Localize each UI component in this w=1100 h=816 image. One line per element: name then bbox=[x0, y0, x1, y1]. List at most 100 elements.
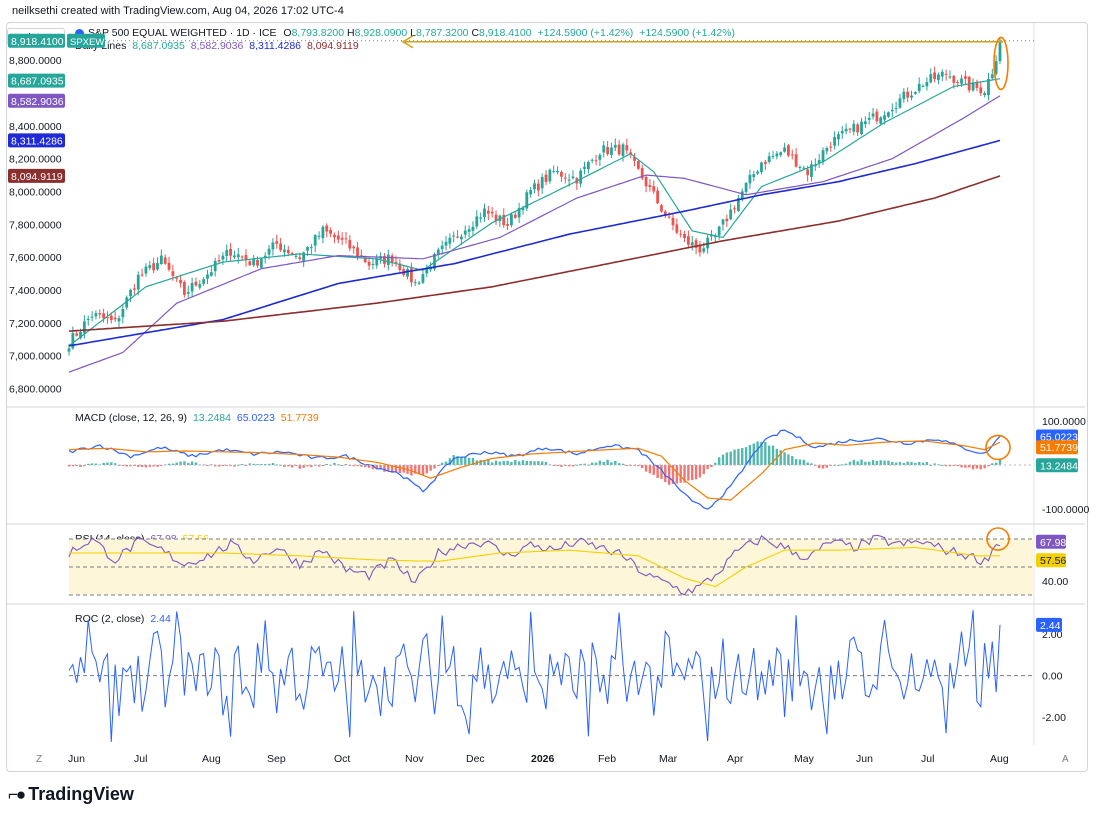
candle-body bbox=[894, 107, 898, 109]
candle-body bbox=[994, 61, 998, 74]
symbol-tag: SPXEW bbox=[70, 37, 104, 48]
roc-axis-tag-bg bbox=[1036, 617, 1062, 632]
sma100-tag-bg bbox=[8, 133, 65, 148]
macd-histogram-bar bbox=[810, 463, 813, 465]
rsi-line bbox=[68, 534, 1001, 596]
candle-body bbox=[390, 255, 394, 263]
macd-histogram-bar bbox=[610, 462, 613, 465]
candle-body bbox=[490, 211, 494, 214]
zoom-toggle[interactable]: Z bbox=[36, 754, 43, 765]
candle-body bbox=[948, 76, 952, 78]
ema-fast-tag-bg bbox=[8, 73, 65, 88]
macd-histogram-bar bbox=[337, 464, 340, 466]
macd-histogram-bar bbox=[533, 461, 536, 465]
macd-histogram-bar bbox=[998, 458, 1002, 465]
candle-body bbox=[783, 147, 786, 152]
macd-histogram-bar bbox=[971, 465, 975, 470]
macd-histogram-bar bbox=[887, 460, 890, 465]
macd-histogram-bar bbox=[698, 465, 702, 478]
candle-body bbox=[486, 210, 490, 214]
macd-histogram-bar bbox=[852, 459, 856, 465]
price-tick-label: 8,200.0000 bbox=[9, 154, 62, 166]
candle-body bbox=[983, 93, 987, 96]
ema-fast-line bbox=[68, 78, 1001, 347]
candle-body bbox=[775, 153, 779, 157]
candle-body bbox=[106, 317, 109, 319]
candle-body bbox=[979, 87, 983, 94]
macd-histogram-bar bbox=[737, 448, 740, 465]
roc-title[interactable]: ROC (2, close) bbox=[75, 613, 145, 625]
ma-legend-ema: 8,687.0935 bbox=[132, 40, 185, 52]
macd-histogram-bar bbox=[483, 460, 486, 465]
macd-histogram-bar bbox=[529, 460, 532, 465]
price-tick-label: 6,800.0000 bbox=[9, 384, 62, 396]
candle-body bbox=[506, 224, 509, 226]
candle-body bbox=[902, 91, 906, 100]
candle-body bbox=[990, 74, 994, 79]
candle-body bbox=[852, 123, 856, 132]
candle-body bbox=[717, 226, 721, 236]
candle-body bbox=[798, 166, 802, 168]
macd-tick-label: 100.0000 bbox=[1042, 416, 1086, 428]
candle-body bbox=[944, 73, 948, 75]
candle-body bbox=[452, 235, 456, 237]
candle-body bbox=[567, 179, 571, 181]
candle-body bbox=[167, 262, 171, 270]
macd-histogram-bar bbox=[764, 441, 767, 465]
macd-histogram-bar bbox=[421, 465, 425, 476]
macd-histogram-bar bbox=[75, 465, 78, 466]
candle-body bbox=[229, 248, 232, 256]
candle-body bbox=[352, 246, 356, 249]
candle-body bbox=[837, 134, 840, 140]
macd-histogram-bar bbox=[471, 457, 475, 465]
candle-body bbox=[787, 145, 790, 156]
candle-body bbox=[479, 217, 483, 219]
candle-body bbox=[529, 189, 533, 195]
x-tick-label: Aug bbox=[202, 753, 221, 765]
candle-body bbox=[206, 274, 209, 279]
macd-title[interactable]: MACD (close, 12, 26, 9) bbox=[75, 412, 188, 424]
macd-histogram-bar bbox=[417, 465, 421, 475]
x-tick-label: Feb bbox=[598, 753, 616, 765]
macd-histogram-bar bbox=[67, 465, 71, 467]
candle-body bbox=[413, 281, 417, 283]
auto-scale-toggle[interactable]: A bbox=[1062, 754, 1069, 765]
macd-histogram-bar bbox=[283, 465, 286, 467]
macd-histogram-bar bbox=[921, 462, 925, 465]
macd-line-value: 65.0223 bbox=[236, 412, 275, 424]
macd-histogram-bar bbox=[714, 462, 717, 465]
candle-body bbox=[302, 252, 306, 262]
macd-histogram-bar bbox=[806, 462, 809, 465]
candle-body bbox=[502, 214, 506, 226]
macd-histogram-bar bbox=[171, 463, 175, 465]
candle-body bbox=[825, 147, 829, 152]
ma-legend-sma100: 8,311.4286 bbox=[249, 40, 302, 52]
macd-histogram-bar bbox=[702, 465, 705, 475]
candle-body bbox=[329, 230, 333, 234]
macd-histogram-bar bbox=[841, 464, 844, 466]
symbol-title[interactable]: S&P 500 EQUAL WEIGHTED · 1D · ICE bbox=[88, 27, 277, 39]
candle-body bbox=[675, 224, 679, 233]
candle-body bbox=[913, 92, 917, 94]
macd-histogram-bar bbox=[975, 465, 979, 469]
rsi-ma-line bbox=[69, 546, 1000, 588]
candle-body bbox=[233, 255, 236, 258]
candle-body bbox=[198, 284, 202, 288]
tradingview-logo-icon: ⌐● bbox=[8, 785, 26, 804]
macd-histogram-bar bbox=[798, 459, 802, 465]
macd-histogram-bar bbox=[591, 462, 594, 465]
sma50-line bbox=[68, 95, 1001, 373]
macd-histogram-bar bbox=[964, 465, 967, 468]
candle-body bbox=[340, 237, 344, 240]
candle-body bbox=[879, 117, 883, 124]
ohlc-high: H8,928.0900 bbox=[347, 27, 408, 39]
rsi-band-fill bbox=[69, 539, 1034, 595]
roc-legend: ROC (2, close) 2.44 bbox=[75, 613, 171, 625]
macd-histogram-bar bbox=[837, 464, 840, 466]
macd-histogram-bar bbox=[487, 459, 490, 465]
ohlc-open: O8,793.8200 bbox=[283, 27, 345, 39]
candle-body bbox=[552, 171, 556, 173]
macd-histogram-bar bbox=[106, 462, 109, 465]
candle-body bbox=[679, 233, 683, 235]
